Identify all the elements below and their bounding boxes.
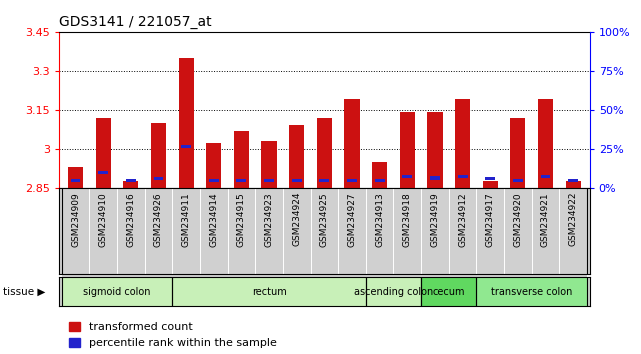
Bar bbox=[394, 188, 421, 281]
Text: GSM234924: GSM234924 bbox=[292, 192, 301, 246]
Bar bbox=[347, 178, 357, 182]
Bar bbox=[540, 175, 551, 178]
Bar bbox=[151, 123, 166, 188]
Bar bbox=[400, 112, 415, 188]
Text: GSM234912: GSM234912 bbox=[458, 192, 467, 247]
Bar bbox=[421, 188, 449, 281]
Bar bbox=[403, 175, 412, 178]
Bar bbox=[372, 162, 387, 188]
Bar bbox=[172, 188, 200, 281]
Text: tissue ▶: tissue ▶ bbox=[3, 286, 46, 297]
Bar bbox=[154, 177, 163, 180]
Text: rectum: rectum bbox=[252, 286, 287, 297]
Text: GSM234918: GSM234918 bbox=[403, 192, 412, 247]
Bar bbox=[145, 188, 172, 281]
Bar bbox=[62, 188, 89, 281]
Bar bbox=[483, 181, 498, 188]
Text: GSM234920: GSM234920 bbox=[513, 192, 522, 247]
Text: GSM234910: GSM234910 bbox=[99, 192, 108, 247]
Text: GSM234921: GSM234921 bbox=[541, 192, 550, 247]
Text: sigmoid colon: sigmoid colon bbox=[83, 286, 151, 297]
Text: GSM234913: GSM234913 bbox=[375, 192, 384, 247]
Bar bbox=[68, 167, 83, 188]
Bar bbox=[344, 99, 360, 188]
Bar bbox=[428, 112, 442, 188]
Bar bbox=[513, 178, 523, 182]
Text: cecum: cecum bbox=[433, 286, 465, 297]
Text: transverse colon: transverse colon bbox=[491, 286, 572, 297]
Bar bbox=[366, 188, 394, 281]
Text: GSM234916: GSM234916 bbox=[126, 192, 135, 247]
Bar bbox=[179, 58, 194, 188]
Bar bbox=[71, 179, 81, 182]
Bar bbox=[262, 141, 277, 188]
Bar bbox=[209, 179, 219, 182]
Bar bbox=[568, 179, 578, 182]
Bar bbox=[96, 118, 111, 188]
Bar bbox=[255, 188, 283, 281]
Text: GSM234909: GSM234909 bbox=[71, 192, 80, 247]
Bar bbox=[206, 143, 221, 188]
Bar bbox=[237, 178, 246, 182]
Bar bbox=[292, 178, 302, 182]
Bar bbox=[455, 99, 470, 188]
Bar bbox=[565, 181, 581, 188]
Text: GSM234917: GSM234917 bbox=[486, 192, 495, 247]
Bar bbox=[430, 176, 440, 179]
Bar bbox=[228, 188, 255, 281]
Bar bbox=[485, 177, 495, 180]
Bar bbox=[181, 144, 191, 148]
Bar bbox=[117, 188, 145, 281]
Text: GSM234923: GSM234923 bbox=[265, 192, 274, 247]
Bar bbox=[504, 188, 531, 281]
Bar bbox=[375, 179, 385, 182]
Bar bbox=[289, 125, 304, 188]
Text: GSM234922: GSM234922 bbox=[569, 192, 578, 246]
Text: GDS3141 / 221057_at: GDS3141 / 221057_at bbox=[59, 16, 212, 29]
Text: GSM234911: GSM234911 bbox=[181, 192, 190, 247]
Bar bbox=[123, 181, 138, 188]
Bar bbox=[200, 188, 228, 281]
Bar bbox=[449, 188, 476, 281]
Bar bbox=[98, 171, 108, 175]
Bar bbox=[538, 99, 553, 188]
Bar bbox=[283, 188, 310, 281]
Bar bbox=[264, 178, 274, 182]
Bar bbox=[458, 175, 467, 178]
Bar bbox=[510, 118, 526, 188]
Bar bbox=[531, 188, 560, 281]
Bar bbox=[476, 188, 504, 281]
Bar bbox=[310, 188, 338, 281]
Text: GSM234915: GSM234915 bbox=[237, 192, 246, 247]
Bar bbox=[338, 188, 366, 281]
Text: ascending colon: ascending colon bbox=[354, 286, 433, 297]
Text: GSM234926: GSM234926 bbox=[154, 192, 163, 247]
Bar bbox=[319, 178, 329, 182]
Text: GSM234919: GSM234919 bbox=[430, 192, 440, 247]
Bar bbox=[126, 179, 136, 182]
Bar bbox=[560, 188, 587, 281]
Legend: transformed count, percentile rank within the sample: transformed count, percentile rank withi… bbox=[65, 317, 281, 353]
Text: GSM234925: GSM234925 bbox=[320, 192, 329, 247]
Bar bbox=[89, 188, 117, 281]
Text: GSM234914: GSM234914 bbox=[209, 192, 219, 247]
Text: GSM234927: GSM234927 bbox=[347, 192, 356, 247]
Bar bbox=[317, 118, 332, 188]
Bar bbox=[234, 131, 249, 188]
